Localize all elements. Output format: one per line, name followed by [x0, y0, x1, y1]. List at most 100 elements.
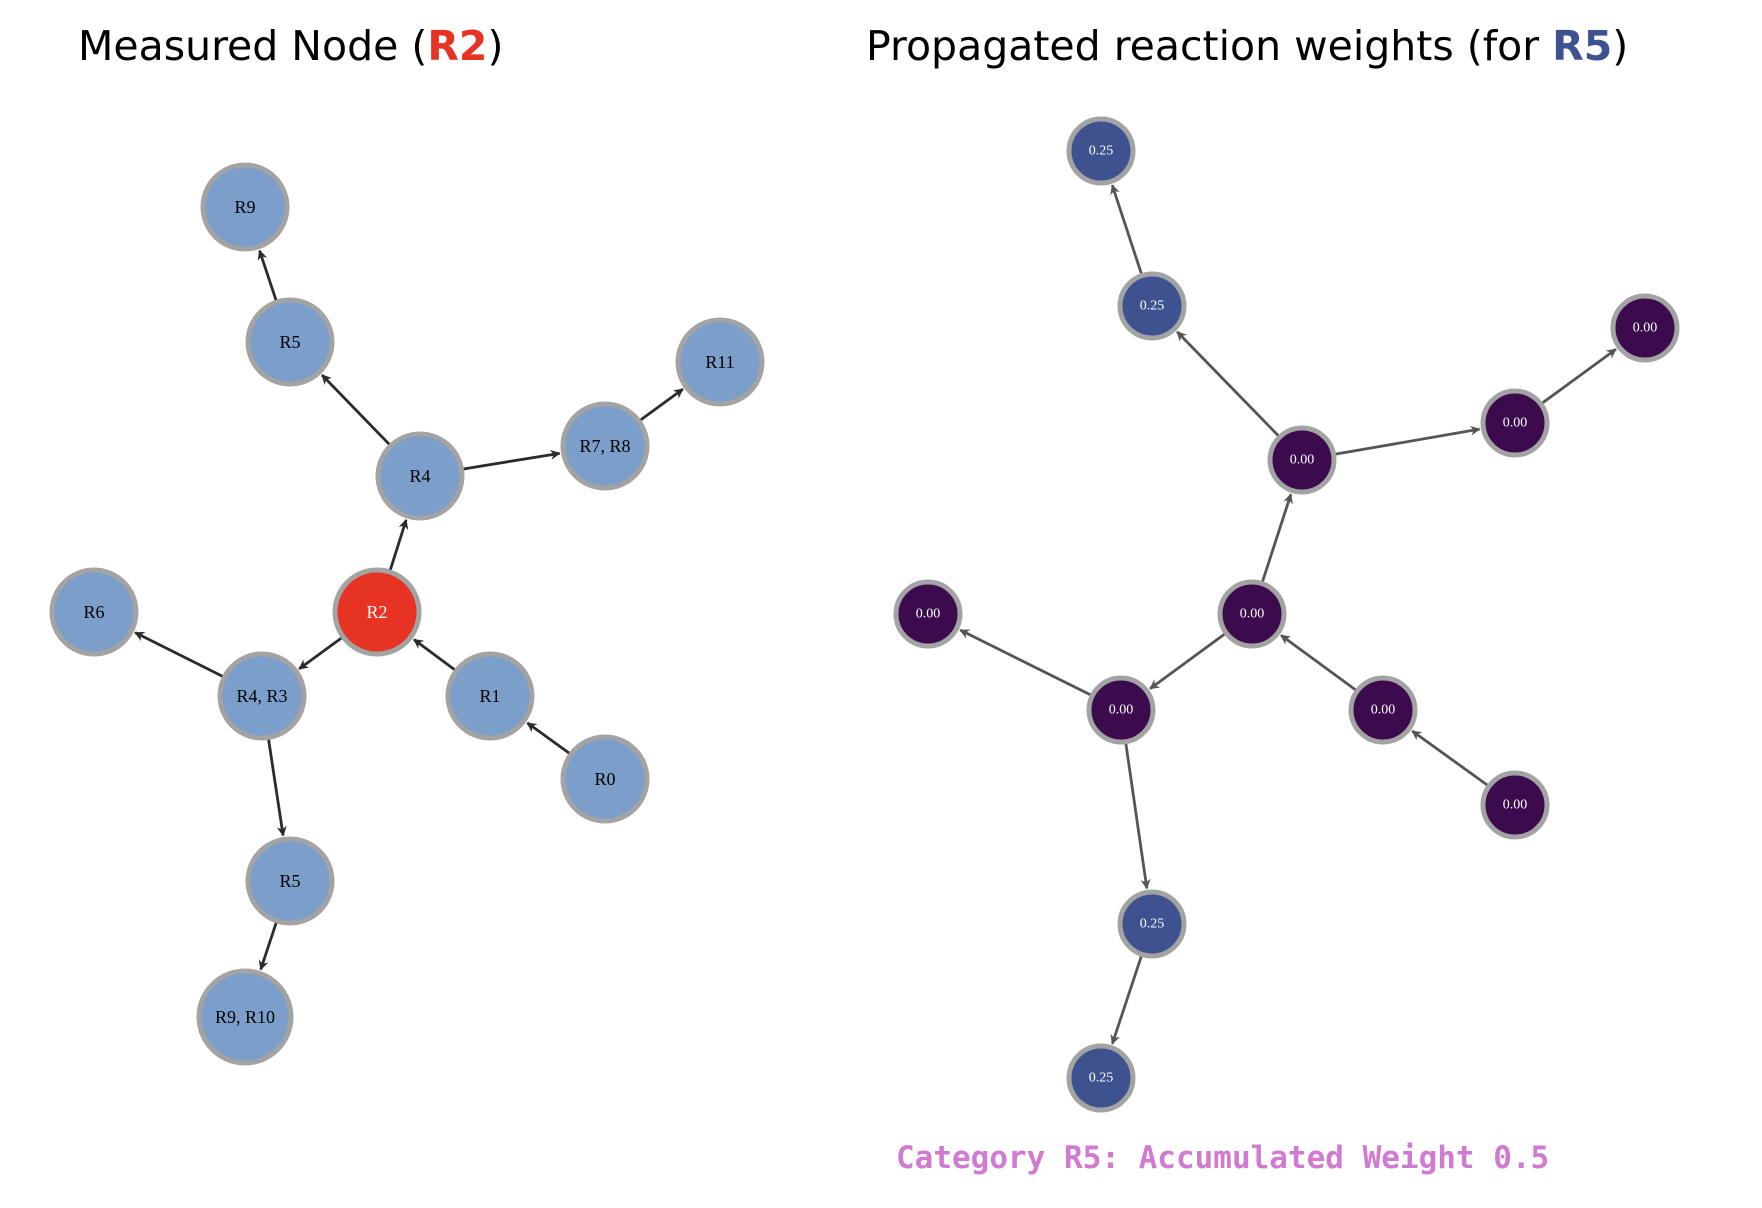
edge-R2-R4 [388, 518, 409, 571]
left-node-R6: R6 [49, 567, 139, 657]
node-circle [1348, 675, 1418, 745]
node-circle [245, 836, 335, 926]
node-circle [445, 651, 535, 741]
node-label: 0.00 [1240, 607, 1265, 622]
edge-R5_bot-R9R10 [258, 922, 278, 971]
node-circle [675, 317, 765, 407]
edge-w_R0-w_R1 [1411, 729, 1489, 787]
node-circle [560, 734, 650, 824]
edge-w_R5_top-w_R9_top [1110, 184, 1143, 275]
left-node-R0: R0 [560, 734, 650, 824]
node-label: 0.00 [1290, 453, 1315, 468]
node-label: 0.00 [1633, 321, 1658, 336]
node-circle [1066, 116, 1136, 186]
node-circle [1480, 770, 1550, 840]
node-circle [1117, 271, 1187, 341]
node-circle [1267, 425, 1337, 495]
edge-w_R4R3-w_R6 [959, 628, 1092, 697]
edge-R4-R7R8 [463, 449, 561, 471]
edge-w_R4-w_R7R8 [1335, 425, 1481, 456]
left-nodes: R9 R5 R11 R7, R8 R4 R2 R6 R4, R3 R1 R0 R5 R9, R10 [49, 162, 765, 1066]
right-node-w_R1: 0.00 [1348, 675, 1418, 745]
node-circle [49, 567, 139, 657]
right-graph: 0.25 0.25 0.00 0.00 0.00 0.00 0.00 0.00 0.00 0.00… [893, 116, 1680, 1113]
node-circle [1480, 388, 1550, 458]
edge-R0-R1 [526, 721, 571, 755]
node-label: 0.25 [1140, 917, 1165, 932]
node-label: R2 [366, 602, 387, 622]
node-label: R5 [279, 332, 300, 352]
node-circle [1086, 675, 1156, 745]
node-label: R5 [279, 871, 300, 891]
node-label: 0.25 [1089, 1071, 1114, 1086]
right-node-w_R6: 0.00 [893, 579, 963, 649]
node-label: R7, R8 [579, 436, 630, 456]
edge-w_R2-w_R4 [1261, 493, 1293, 583]
node-label: R9 [234, 197, 255, 217]
right-node-w_R11: 0.00 [1610, 293, 1680, 363]
left-title-highlight: R2 [427, 22, 488, 70]
left-panel-title: Measured Node (R2) [78, 22, 503, 70]
edge-w_R2-w_R4R3 [1149, 632, 1226, 690]
edge-R4-R5_top [321, 374, 391, 446]
node-circle [375, 431, 465, 521]
edge-w_R1-w_R2 [1280, 634, 1357, 692]
category-caption: Category R5: Accumulated Weight 0.5 [896, 1140, 1550, 1176]
node-circle [1117, 889, 1187, 959]
right-node-w_R2: 0.00 [1217, 579, 1287, 649]
node-label: 0.25 [1089, 144, 1114, 159]
left-graph: R9 R5 R11 R7, R8 R4 R2 R6 R4, R3 R1 R0 R5 R9, R10 [49, 162, 765, 1066]
edge-R4R3-R6 [134, 631, 224, 678]
node-circle [217, 651, 307, 741]
node-label: R6 [83, 602, 104, 622]
right-node-w_R9_top: 0.25 [1066, 116, 1136, 186]
left-node-R4: R4 [375, 431, 465, 521]
right-title-suffix: ) [1612, 22, 1629, 70]
left-node-R11: R11 [675, 317, 765, 407]
node-circle [1610, 293, 1680, 363]
right-node-w_R4R3: 0.00 [1086, 675, 1156, 745]
right-node-w_R7R8: 0.00 [1480, 388, 1550, 458]
node-label: 0.00 [1503, 798, 1528, 813]
right-node-w_R4: 0.00 [1267, 425, 1337, 495]
node-label: R4 [409, 466, 430, 486]
node-label: 0.25 [1140, 299, 1165, 314]
edge-w_R4R3-w_R5_bot [1124, 743, 1151, 890]
edge-w_R4-w_R5_top [1176, 330, 1280, 437]
right-title-prefix: Propagated reaction weights (for [866, 22, 1553, 70]
node-label: 0.00 [1503, 416, 1528, 431]
left-node-R9_top: R9 [200, 162, 290, 252]
right-node-w_R9R10: 0.25 [1066, 1043, 1136, 1113]
right-node-w_R5_top: 0.25 [1117, 271, 1187, 341]
edge-R2-R4R3 [298, 636, 343, 670]
edge-w_R7R8-w_R11 [1541, 348, 1617, 405]
node-circle [893, 579, 963, 649]
left-node-R5_bot: R5 [245, 836, 335, 926]
right-title-highlight: R5 [1552, 22, 1613, 70]
node-label: 0.00 [916, 607, 941, 622]
left-node-R7R8: R7, R8 [560, 401, 650, 491]
edge-R5_top-R9_top [257, 249, 278, 301]
node-label: 0.00 [1371, 703, 1396, 718]
edge-R1-R2 [413, 638, 456, 671]
left-node-R9R10: R9, R10 [196, 968, 294, 1066]
node-circle [200, 162, 290, 252]
node-label: 0.00 [1109, 703, 1134, 718]
left-node-R2: R2 [332, 567, 422, 657]
left-node-R4R3: R4, R3 [217, 651, 307, 741]
node-circle [196, 968, 294, 1066]
left-title-suffix: ) [487, 22, 504, 70]
left-title-prefix: Measured Node ( [78, 22, 428, 70]
right-panel-title: Propagated reaction weights (for R5) [866, 22, 1628, 70]
node-circle [1066, 1043, 1136, 1113]
node-circle [1217, 579, 1287, 649]
node-circle [245, 297, 335, 387]
right-nodes: 0.25 0.25 0.00 0.00 0.00 0.00 0.00 0.00 0.00 0.00… [893, 116, 1680, 1113]
right-node-w_R0: 0.00 [1480, 770, 1550, 840]
left-edges [134, 249, 684, 971]
node-label: R1 [479, 686, 500, 706]
node-label: R4, R3 [236, 686, 287, 706]
node-label: R0 [594, 769, 615, 789]
right-edges [959, 184, 1617, 1045]
left-node-R1: R1 [445, 651, 535, 741]
